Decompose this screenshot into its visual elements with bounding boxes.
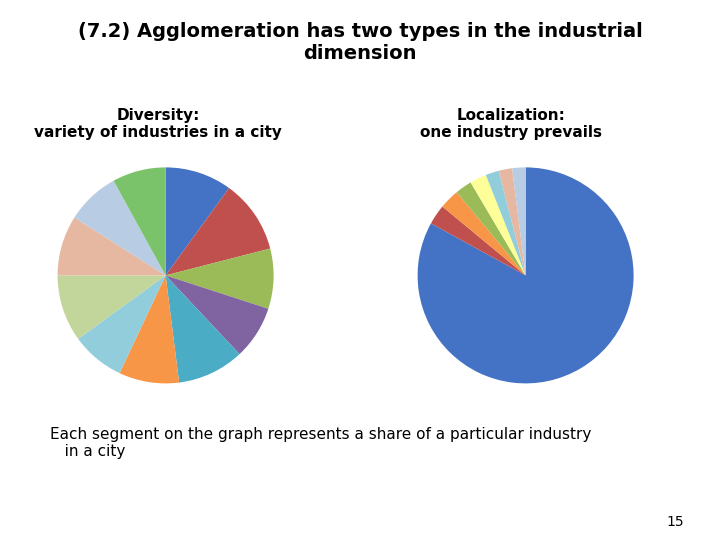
Wedge shape xyxy=(442,192,526,275)
Wedge shape xyxy=(78,275,166,373)
Text: Localization:
one industry prevails: Localization: one industry prevails xyxy=(420,108,602,140)
Text: Each segment on the graph represents a share of a particular industry
   in a ci: Each segment on the graph represents a s… xyxy=(50,427,592,459)
Wedge shape xyxy=(166,188,270,275)
Wedge shape xyxy=(120,275,179,383)
Wedge shape xyxy=(58,275,166,339)
Text: 15: 15 xyxy=(667,515,684,529)
Wedge shape xyxy=(456,183,526,275)
Wedge shape xyxy=(499,168,526,275)
Wedge shape xyxy=(418,167,634,383)
Wedge shape xyxy=(166,275,240,382)
Wedge shape xyxy=(166,275,269,354)
Wedge shape xyxy=(114,167,166,275)
Wedge shape xyxy=(512,167,526,275)
Text: Diversity:
variety of industries in a city: Diversity: variety of industries in a ci… xyxy=(35,108,282,140)
Wedge shape xyxy=(431,207,526,275)
Wedge shape xyxy=(166,248,274,309)
Wedge shape xyxy=(486,171,526,275)
Text: (7.2) Agglomeration has two types in the industrial
dimension: (7.2) Agglomeration has two types in the… xyxy=(78,22,642,63)
Wedge shape xyxy=(471,175,526,275)
Wedge shape xyxy=(58,218,166,275)
Wedge shape xyxy=(74,181,166,275)
Wedge shape xyxy=(166,167,229,275)
